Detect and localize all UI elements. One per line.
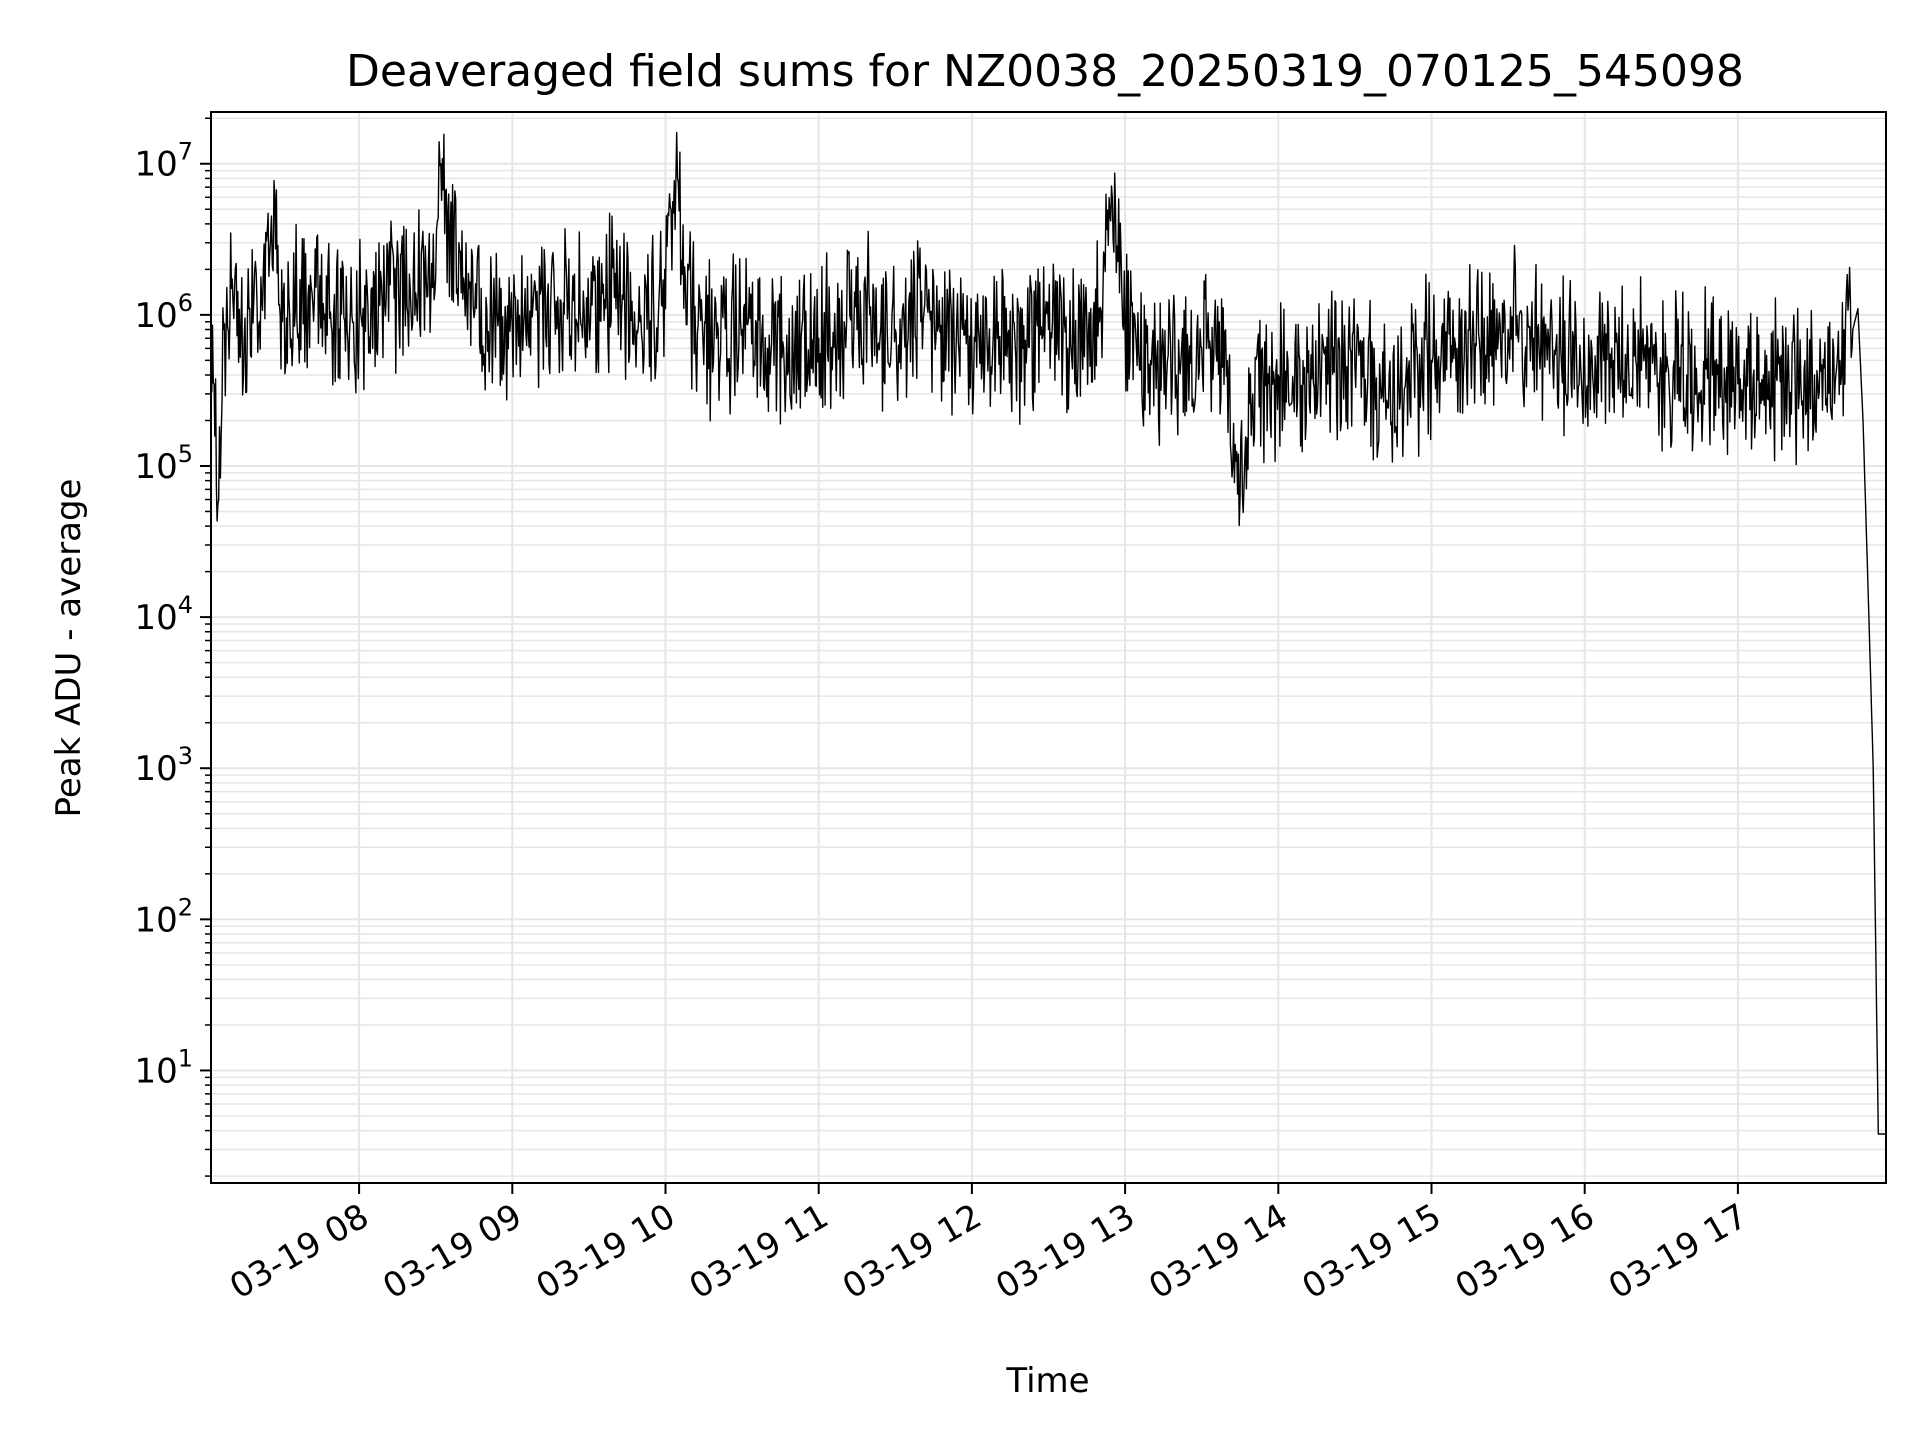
x-tick-label: 03-19 16 <box>1449 1196 1601 1307</box>
x-axis-label: Time <box>1005 1361 1089 1401</box>
x-tick-label: 03-19 10 <box>530 1196 682 1307</box>
x-tick-label: 03-19 11 <box>683 1196 835 1307</box>
y-axis-label: Peak ADU - average <box>49 479 89 818</box>
series-line-0 <box>210 131 1886 1135</box>
x-tick-label: 03-19 13 <box>989 1196 1141 1307</box>
x-tick-label: 03-19 09 <box>376 1196 528 1307</box>
y-tick-label: 107 <box>134 138 193 185</box>
y-tick-label: 106 <box>134 289 193 336</box>
x-tick-label: 03-19 17 <box>1602 1196 1754 1307</box>
x-tick-label: 03-19 14 <box>1142 1196 1294 1307</box>
grid-lines <box>211 112 1886 1183</box>
chart-title: Deaveraged field sums for NZ0038_2025031… <box>346 46 1744 97</box>
y-axis-ticks: 101 102 103 104 105 106 107 <box>134 117 211 1177</box>
y-tick-label: 105 <box>134 440 193 487</box>
series-layer <box>210 131 1886 1135</box>
y-tick-label: 103 <box>134 742 193 789</box>
x-axis-ticks: 03-19 08 03-19 09 03-19 10 03-19 11 03-19 12… <box>223 1183 1754 1307</box>
x-tick-label: 03-19 08 <box>223 1196 375 1307</box>
y-tick-label: 102 <box>134 893 193 940</box>
x-tick-label: 03-19 15 <box>1296 1196 1448 1307</box>
plot-frame <box>210 111 1887 1184</box>
y-tick-label: 104 <box>134 591 193 638</box>
y-tick-label: 101 <box>134 1044 193 1091</box>
x-tick-label: 03-19 12 <box>836 1196 988 1307</box>
